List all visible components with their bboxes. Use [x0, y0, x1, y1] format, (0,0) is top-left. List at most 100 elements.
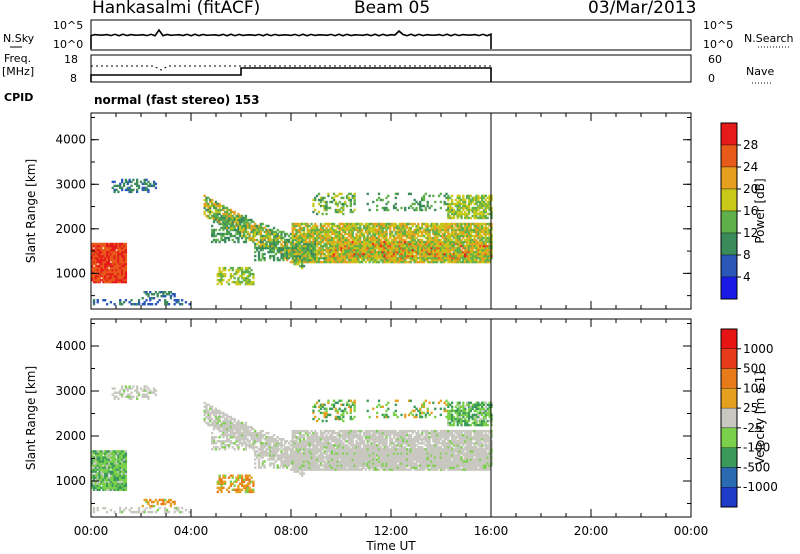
- velocity-cell: [252, 448, 255, 451]
- velocity-cell: [235, 429, 238, 433]
- power-cell: [439, 222, 442, 226]
- power-cell: [344, 230, 347, 234]
- power-cell: [113, 190, 116, 194]
- power-cell: [132, 303, 135, 306]
- velocity-cell: [310, 464, 313, 467]
- velocity-cell: [265, 454, 268, 457]
- power-cell: [265, 240, 268, 244]
- power-cell: [351, 252, 354, 256]
- power-cell: [445, 240, 448, 244]
- velocity-cell: [310, 444, 313, 447]
- power-cell: [340, 248, 343, 252]
- power-cell: [100, 256, 103, 260]
- power-cell: [490, 228, 493, 232]
- velocity-cell: [102, 488, 105, 492]
- velocity-cell: [299, 442, 302, 445]
- velocity-cell: [115, 478, 118, 481]
- power-cell: [344, 260, 347, 264]
- power-cell: [96, 301, 99, 304]
- velocity-cell: [231, 442, 234, 445]
- power-cell: [280, 256, 283, 260]
- velocity-cell: [261, 456, 264, 459]
- power-cell: [301, 264, 304, 268]
- velocity-cell: [96, 478, 99, 481]
- power-cell: [398, 230, 401, 234]
- power-cell: [361, 246, 364, 250]
- power-cell: [297, 244, 300, 248]
- power-cell: [119, 246, 122, 250]
- power-cell: [91, 260, 94, 264]
- power-cell: [331, 260, 334, 264]
- power-cell: [447, 210, 450, 214]
- velocity-cell: [162, 500, 165, 504]
- velocity-cell: [304, 462, 308, 465]
- power-cell: [419, 256, 422, 260]
- velocity-cell: [229, 440, 233, 443]
- power-cell: [346, 246, 349, 250]
- power-cell: [338, 210, 341, 214]
- power-cell: [269, 230, 272, 234]
- velocity-cell: [248, 478, 251, 481]
- power-cell: [370, 236, 373, 240]
- power-cell: [488, 206, 491, 210]
- velocity-cell: [107, 472, 111, 475]
- velocity-cell: [113, 397, 116, 400]
- power-cell: [475, 194, 478, 198]
- power-cell: [370, 252, 373, 256]
- power-cell: [244, 224, 248, 228]
- power-cell: [482, 214, 486, 218]
- velocity-cell: [156, 502, 159, 506]
- power-cell: [437, 256, 441, 260]
- power-cell: [362, 238, 366, 242]
- power-cell: [259, 232, 263, 236]
- power-cell: [293, 236, 296, 240]
- power-cell: [466, 246, 469, 250]
- power-cell: [239, 230, 242, 234]
- velocity-cell: [218, 423, 221, 427]
- power-cell: [426, 200, 429, 204]
- velocity-cell: [119, 474, 122, 477]
- power-cell: [250, 280, 253, 284]
- velocity-cell: [104, 506, 107, 510]
- power-cell: [357, 242, 360, 246]
- velocity-cell: [302, 466, 306, 469]
- velocity-cell: [124, 462, 128, 465]
- power-cell: [94, 258, 98, 262]
- power-cell: [308, 246, 311, 250]
- velocity-cell: [299, 456, 302, 459]
- power-cell: [107, 272, 111, 276]
- power-cell: [486, 246, 489, 250]
- power-cell: [143, 303, 146, 306]
- power-cell: [359, 224, 362, 228]
- velocity-cell: [293, 431, 296, 435]
- power-cell: [256, 230, 259, 234]
- power-cell: [331, 248, 334, 252]
- velocity-cell: [237, 419, 240, 423]
- power-cell: [344, 240, 347, 244]
- velocity-cell: [130, 391, 133, 394]
- velocity-cell: [280, 446, 283, 449]
- power-cell: [220, 270, 223, 274]
- power-cell: [426, 246, 429, 250]
- power-cell: [327, 258, 330, 262]
- power-cell: [441, 252, 444, 256]
- power-cell: [117, 252, 120, 256]
- velocity-cell: [308, 444, 311, 447]
- power-cell: [152, 293, 156, 296]
- power-cell: [329, 236, 332, 240]
- power-cell: [422, 234, 426, 238]
- power-cell: [207, 208, 210, 212]
- velocity-cell: [92, 470, 96, 473]
- velocity-cell: [274, 460, 278, 463]
- power-cell: [115, 242, 118, 246]
- power-cell: [366, 222, 369, 226]
- power-cell: [310, 234, 313, 238]
- power-cell: [421, 208, 424, 212]
- power-cell: [106, 272, 109, 276]
- velocity-cell: [244, 486, 248, 490]
- velocity-cell: [92, 486, 96, 490]
- power-cell: [376, 236, 379, 240]
- power-cell: [231, 224, 234, 228]
- power-cell: [102, 244, 105, 248]
- velocity-cell: [297, 450, 300, 453]
